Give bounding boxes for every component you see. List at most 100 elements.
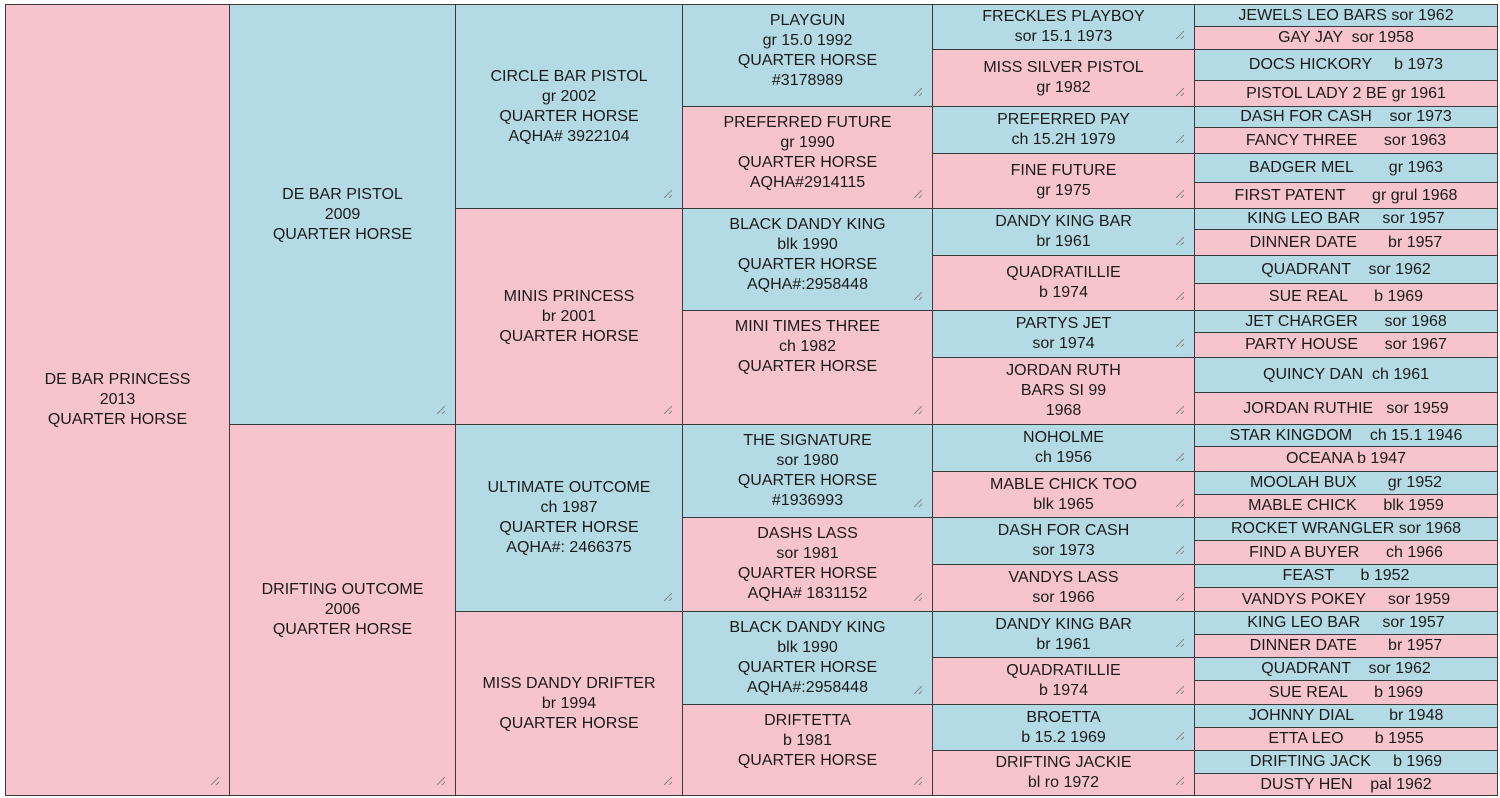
pedigree-cell-g5_4[interactable]: FINE FUTURE gr 1975 (932, 153, 1195, 209)
pedigree-cell-g6_26[interactable]: DINNER DATE br 1957 (1194, 634, 1498, 658)
pedigree-cell-g6_1[interactable]: JEWELS LEO BARS sor 1962 (1194, 4, 1498, 27)
pedigree-cell-g6_23[interactable]: FEAST b 1952 (1194, 564, 1498, 588)
resize-grip-icon[interactable] (1176, 237, 1184, 245)
pedigree-cell-sire[interactable]: DE BAR PISTOL 2009 QUARTER HORSE (229, 4, 456, 425)
resize-grip-icon[interactable] (1176, 88, 1184, 96)
resize-grip-icon[interactable] (437, 406, 445, 414)
horse-label: CIRCLE BAR PISTOL gr 2002 QUARTER HORSE … (490, 67, 648, 145)
resize-grip-icon[interactable] (1176, 777, 1184, 785)
pedigree-cell-g5_15[interactable]: BROETTA b 15.2 1969 (932, 704, 1195, 751)
pedigree-cell-dam[interactable]: DRIFTING OUTCOME 2006 QUARTER HORSE (229, 424, 456, 796)
pedigree-cell-g5_10[interactable]: MABLE CHICK TOO blk 1965 (932, 471, 1195, 518)
pedigree-cell-g5_11[interactable]: DASH FOR CASH sor 1973 (932, 517, 1195, 565)
pedigree-cell-g6_12[interactable]: SUE REAL b 1969 (1194, 283, 1498, 311)
resize-grip-icon[interactable] (914, 777, 922, 785)
pedigree-cell-g6_4[interactable]: PISTOL LADY 2 BE gr 1961 (1194, 80, 1498, 107)
pedigree-cell-g6_22[interactable]: FIND A BUYER ch 1966 (1194, 540, 1498, 565)
pedigree-cell-g4_7[interactable]: BLACK DANDY KING blk 1990 QUARTER HORSE … (682, 611, 933, 705)
resize-grip-icon[interactable] (914, 686, 922, 694)
pedigree-cell-g5_13[interactable]: DANDY KING BAR br 1961 (932, 611, 1195, 658)
pedigree-cell-s_s[interactable]: CIRCLE BAR PISTOL gr 2002 QUARTER HORSE … (455, 4, 683, 209)
pedigree-cell-g4_1[interactable]: PLAYGUN gr 15.0 1992 QUARTER HORSE #3178… (682, 4, 933, 107)
pedigree-cell-g5_14[interactable]: QUADRATILLIE b 1974 (932, 657, 1195, 705)
resize-grip-icon[interactable] (914, 292, 922, 300)
horse-label: PREFERRED FUTURE gr 1990 QUARTER HORSE A… (723, 114, 892, 191)
pedigree-cell-g6_31[interactable]: DRIFTING JACK b 1969 (1194, 750, 1498, 774)
pedigree-cell-g6_15[interactable]: QUINCY DAN ch 1961 (1194, 357, 1498, 393)
resize-grip-icon[interactable] (1176, 593, 1184, 601)
pedigree-cell-g6_20[interactable]: MABLE CHICK blk 1959 (1194, 494, 1498, 518)
pedigree-cell-g6_29[interactable]: JOHNNY DIAL br 1948 (1194, 704, 1498, 728)
horse-label: QUADRANT sor 1962 (1261, 660, 1431, 677)
horse-label: FANCY THREE sor 1963 (1245, 131, 1447, 149)
resize-grip-icon[interactable] (1176, 499, 1184, 507)
pedigree-cell-g6_18[interactable]: OCEANA b 1947 (1194, 446, 1498, 472)
pedigree-cell-g5_9[interactable]: NOHOLME ch 1956 (932, 424, 1195, 472)
resize-grip-icon[interactable] (1176, 135, 1184, 143)
pedigree-cell-g6_6[interactable]: FANCY THREE sor 1963 (1194, 127, 1498, 154)
pedigree-cell-g5_7[interactable]: PARTYS JET sor 1974 (932, 310, 1195, 358)
resize-grip-icon[interactable] (914, 499, 922, 507)
resize-grip-icon[interactable] (1176, 453, 1184, 461)
resize-grip-icon[interactable] (914, 88, 922, 96)
pedigree-cell-g6_17[interactable]: STAR KINGDOM ch 15.1 1946 (1194, 424, 1498, 447)
resize-grip-icon[interactable] (1176, 639, 1184, 647)
pedigree-cell-g4_4[interactable]: MINI TIMES THREE ch 1982 QUARTER HORSE (682, 310, 933, 425)
pedigree-cell-g5_2[interactable]: MISS SILVER PISTOL gr 1982 (932, 49, 1195, 107)
resize-grip-icon[interactable] (1176, 292, 1184, 300)
pedigree-cell-g6_3[interactable]: DOCS HICKORY b 1973 (1194, 49, 1498, 81)
resize-grip-icon[interactable] (914, 406, 922, 414)
resize-grip-icon[interactable] (1176, 686, 1184, 694)
resize-grip-icon[interactable] (664, 777, 672, 785)
pedigree-cell-g5_12[interactable]: VANDYS LASS sor 1966 (932, 564, 1195, 612)
pedigree-cell-g4_3[interactable]: BLACK DANDY KING blk 1990 QUARTER HORSE … (682, 208, 933, 311)
pedigree-cell-g6_14[interactable]: PARTY HOUSE sor 1967 (1194, 332, 1498, 358)
pedigree-cell-g6_13[interactable]: JET CHARGER sor 1968 (1194, 310, 1498, 333)
resize-grip-icon[interactable] (914, 593, 922, 601)
resize-grip-icon[interactable] (664, 190, 672, 198)
pedigree-cell-g4_2[interactable]: PREFERRED FUTURE gr 1990 QUARTER HORSE A… (682, 106, 933, 209)
pedigree-cell-g6_11[interactable]: QUADRANT sor 1962 (1194, 255, 1498, 284)
pedigree-cell-g6_2[interactable]: GAY JAY sor 1958 (1194, 26, 1498, 50)
pedigree-cell-g6_16[interactable]: JORDAN RUTHIE sor 1959 (1194, 392, 1498, 425)
resize-grip-icon[interactable] (664, 406, 672, 414)
resize-grip-icon[interactable] (1176, 732, 1184, 740)
resize-grip-icon[interactable] (914, 190, 922, 198)
pedigree-cell-g6_25[interactable]: KING LEO BAR sor 1957 (1194, 611, 1498, 635)
pedigree-cell-d_s[interactable]: ULTIMATE OUTCOME ch 1987 QUARTER HORSE A… (455, 424, 683, 612)
pedigree-cell-g6_5[interactable]: DASH FOR CASH sor 1973 (1194, 106, 1498, 128)
pedigree-cell-g4_5[interactable]: THE SIGNATURE sor 1980 QUARTER HORSE #19… (682, 424, 933, 518)
resize-grip-icon[interactable] (1176, 546, 1184, 554)
resize-grip-icon[interactable] (437, 777, 445, 785)
pedigree-cell-g5_3[interactable]: PREFERRED PAY ch 15.2H 1979 (932, 106, 1195, 154)
pedigree-cell-g6_10[interactable]: DINNER DATE br 1957 (1194, 229, 1498, 256)
resize-grip-icon[interactable] (1176, 31, 1184, 39)
horse-label: DINNER DATE br 1957 (1249, 233, 1443, 251)
resize-grip-icon[interactable] (1176, 339, 1184, 347)
resize-grip-icon[interactable] (211, 777, 219, 785)
pedigree-cell-g6_7[interactable]: BADGER MEL gr 1963 (1194, 153, 1498, 183)
pedigree-cell-g5_6[interactable]: QUADRATILLIE b 1974 (932, 255, 1195, 311)
horse-label: DASH FOR CASH sor 1973 (997, 522, 1130, 559)
resize-grip-icon[interactable] (1176, 406, 1184, 414)
pedigree-cell-g4_6[interactable]: DASHS LASS sor 1981 QUARTER HORSE AQHA# … (682, 517, 933, 612)
pedigree-cell-g6_27[interactable]: QUADRANT sor 1962 (1194, 657, 1498, 681)
pedigree-cell-g5_1[interactable]: FRECKLES PLAYBOY sor 15.1 1973 (932, 4, 1195, 50)
pedigree-cell-g6_32[interactable]: DUSTY HEN pal 1962 (1194, 773, 1498, 796)
pedigree-cell-g5_16[interactable]: DRIFTING JACKIE bl ro 1972 (932, 750, 1195, 796)
pedigree-cell-s_d[interactable]: MINIS PRINCESS br 2001 QUARTER HORSE (455, 208, 683, 425)
pedigree-cell-g6_8[interactable]: FIRST PATENT gr grul 1968 (1194, 182, 1498, 209)
pedigree-cell-g4_8[interactable]: DRIFTETTA b 1981 QUARTER HORSE (682, 704, 933, 796)
pedigree-cell-g6_19[interactable]: MOOLAH BUX gr 1952 (1194, 471, 1498, 495)
resize-grip-icon[interactable] (664, 593, 672, 601)
pedigree-cell-g5_8[interactable]: JORDAN RUTH BARS SI 99 1968 (932, 357, 1195, 425)
resize-grip-icon[interactable] (1176, 190, 1184, 198)
pedigree-cell-g6_21[interactable]: ROCKET WRANGLER sor 1968 (1194, 517, 1498, 541)
pedigree-cell-g5_5[interactable]: DANDY KING BAR br 1961 (932, 208, 1195, 256)
pedigree-cell-g6_24[interactable]: VANDYS POKEY sor 1959 (1194, 587, 1498, 612)
pedigree-cell-d_d[interactable]: MISS DANDY DRIFTER br 1994 QUARTER HORSE (455, 611, 683, 796)
pedigree-cell-subject[interactable]: DE BAR PRINCESS 2013 QUARTER HORSE (5, 4, 230, 796)
pedigree-cell-g6_30[interactable]: ETTA LEO b 1955 (1194, 727, 1498, 751)
pedigree-cell-g6_28[interactable]: SUE REAL b 1969 (1194, 680, 1498, 705)
pedigree-cell-g6_9[interactable]: KING LEO BAR sor 1957 (1194, 208, 1498, 230)
